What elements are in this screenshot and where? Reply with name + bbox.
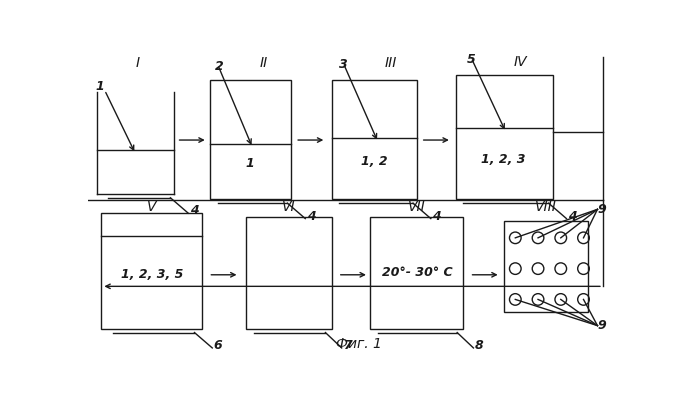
Text: I: I (136, 56, 140, 70)
Text: Фиг. 1: Фиг. 1 (336, 337, 382, 351)
Text: 7: 7 (343, 339, 352, 352)
Bar (210, 80, 291, 199)
Text: 8: 8 (475, 339, 484, 352)
Text: VI: VI (282, 200, 296, 214)
Text: 4: 4 (568, 210, 577, 223)
Text: II: II (260, 56, 268, 70)
Text: 5: 5 (468, 53, 476, 66)
Text: 20°- 30° C: 20°- 30° C (382, 266, 452, 279)
Text: 1, 2, 3, 5: 1, 2, 3, 5 (120, 268, 183, 281)
Text: 9: 9 (598, 319, 606, 332)
Text: 1: 1 (246, 157, 255, 170)
Text: 1: 1 (95, 80, 104, 93)
Text: V: V (147, 200, 157, 214)
Text: 4: 4 (190, 204, 199, 218)
Text: 9: 9 (598, 203, 606, 216)
Text: 3: 3 (340, 58, 348, 71)
Text: 2: 2 (216, 60, 224, 73)
Text: 1, 2: 1, 2 (361, 155, 388, 168)
Text: VII: VII (408, 200, 426, 214)
Bar (505, 221, 588, 312)
Text: IV: IV (514, 54, 528, 69)
Text: III: III (385, 56, 398, 70)
Bar (332, 80, 417, 199)
Text: 4: 4 (433, 210, 441, 223)
Bar (246, 217, 332, 329)
Text: 4: 4 (307, 210, 316, 223)
Bar (102, 213, 202, 329)
Text: 1, 2, 3: 1, 2, 3 (482, 153, 526, 166)
Bar (370, 217, 463, 329)
Bar (456, 75, 552, 199)
Text: VIII: VIII (536, 200, 557, 214)
Text: 6: 6 (214, 339, 223, 352)
